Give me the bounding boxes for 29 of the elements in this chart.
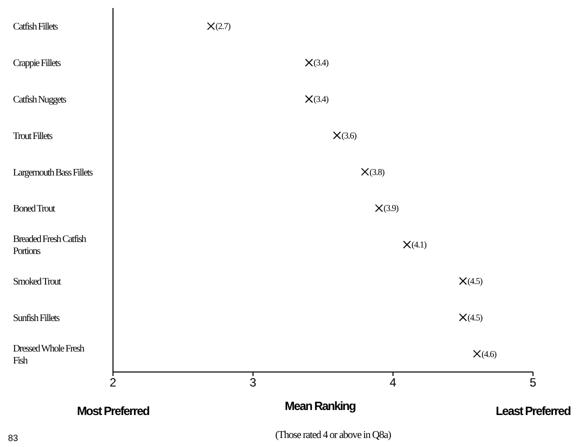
data-label: (3.9) bbox=[384, 203, 399, 214]
y-tick-label: Breaded Fresh Catfish Portions bbox=[13, 234, 86, 258]
text: (Those rated 4 or above in Q8a) bbox=[275, 430, 392, 441]
text: Least Preferred bbox=[496, 404, 571, 418]
y-tick-label: Largemouth Bass Fillets bbox=[13, 167, 94, 178]
y-tick-label: Catfish Nuggets bbox=[13, 94, 67, 106]
data-label: (4.5) bbox=[468, 276, 483, 286]
y-tick-label: Crappie Fillets bbox=[13, 58, 62, 70]
y-tick-label: Dressed Whole Fresh Fish bbox=[13, 343, 85, 366]
text: Most Preferred bbox=[76, 404, 150, 418]
y-tick-label: Boned Trout bbox=[13, 204, 56, 215]
x-tick-label: 4 bbox=[390, 376, 397, 390]
data-label: (4.5) bbox=[468, 312, 483, 322]
x-axis-title: Mean Ranking bbox=[284, 399, 356, 413]
y-tick-label: Trout Fillets bbox=[13, 130, 53, 142]
x-tick-label: 5 bbox=[530, 376, 537, 390]
y-tick-label: Catfish Fillets bbox=[13, 22, 58, 33]
data-label: (4.6) bbox=[482, 348, 497, 359]
x-tick-label: 3 bbox=[250, 376, 257, 390]
data-label: (3.6) bbox=[342, 130, 357, 140]
data-label: (3.8) bbox=[370, 166, 385, 177]
data-label: (2.7) bbox=[216, 21, 231, 32]
x-tick-label: 2 bbox=[110, 376, 117, 390]
data-label: (4.1) bbox=[412, 240, 427, 250]
text: 83 bbox=[8, 433, 18, 443]
y-tick-label: Smoked Trout bbox=[13, 276, 62, 288]
y-tick-label: Sunfish Fillets bbox=[13, 312, 60, 324]
data-label: (3.4) bbox=[314, 94, 329, 104]
data-label: (3.4) bbox=[314, 58, 329, 68]
